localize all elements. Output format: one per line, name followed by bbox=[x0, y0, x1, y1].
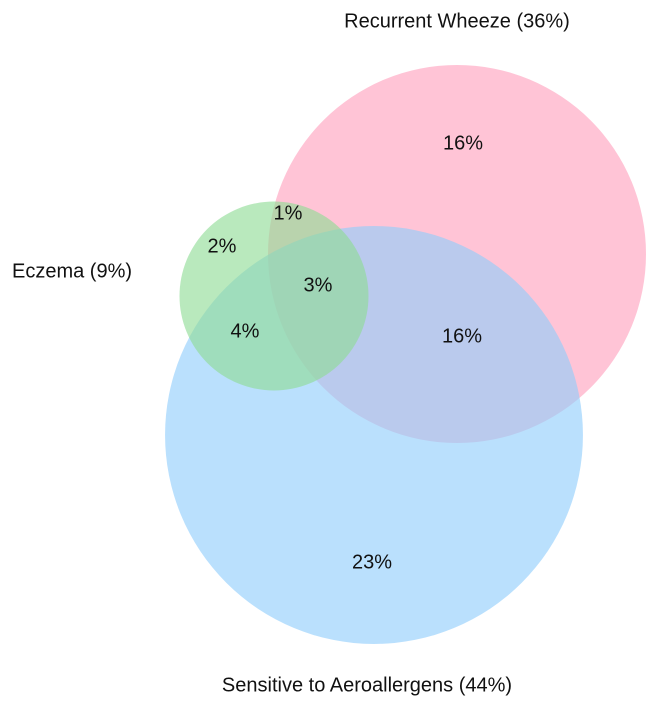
region-label: 4% bbox=[231, 320, 260, 342]
set-label: Eczema (9%) bbox=[12, 260, 132, 282]
set-circle bbox=[179, 201, 369, 391]
set-label: Recurrent Wheeze (36%) bbox=[344, 10, 570, 32]
region-label: 2% bbox=[208, 235, 237, 257]
region-label: 3% bbox=[304, 274, 333, 296]
set-label: Sensitive to Aeroallergens (44%) bbox=[222, 674, 512, 696]
region-label: 1% bbox=[274, 202, 303, 224]
region-label: 23% bbox=[352, 551, 392, 573]
region-label: 16% bbox=[442, 325, 482, 347]
region-label: 16% bbox=[443, 132, 483, 154]
